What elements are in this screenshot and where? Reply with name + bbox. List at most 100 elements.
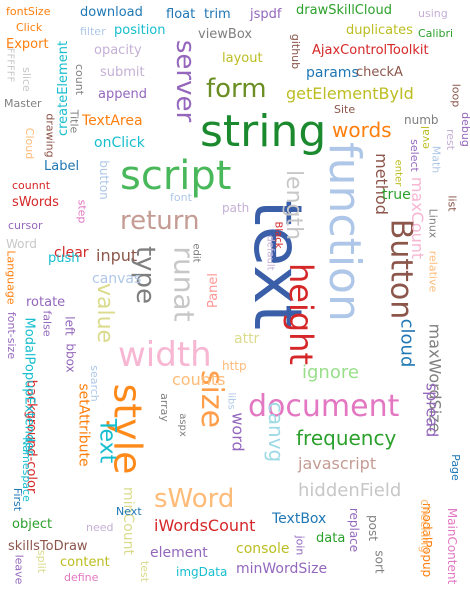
cloud-word: Master — [4, 97, 42, 110]
cloud-word: iWordsCount — [154, 516, 256, 535]
cloud-word: Panel — [206, 272, 222, 309]
cloud-word: Text — [94, 418, 120, 464]
cloud-word: Cloud — [23, 127, 37, 160]
cloud-word: document — [248, 389, 400, 424]
cloud-word: words — [332, 118, 392, 142]
cloud-word: TextArea — [82, 113, 143, 129]
cloud-word: left — [62, 316, 77, 336]
cloud-word: input — [96, 246, 138, 265]
cloud-word: Linux — [426, 208, 440, 239]
cloud-word: cursor — [8, 219, 43, 232]
cloud-word: onClick — [94, 135, 145, 151]
cloud-word: opacity — [94, 43, 142, 58]
cloud-word: width — [118, 335, 212, 375]
cloud-word: post — [365, 515, 380, 541]
cloud-word: select — [407, 139, 421, 172]
cloud-word: length — [281, 169, 307, 241]
cloud-word: jspdf — [250, 7, 282, 22]
cloud-word: replace — [347, 507, 362, 553]
cloud-word: font-size — [5, 311, 19, 360]
cloud-word: Label — [44, 159, 80, 174]
cloud-word: sWord — [154, 484, 235, 514]
cloud-word: Calibri — [418, 27, 454, 40]
cloud-word: MainContent — [445, 507, 460, 585]
cloud-word: append — [98, 87, 147, 102]
cloud-word: ignore — [302, 362, 359, 383]
cloud-word: download — [80, 5, 143, 20]
cloud-word: float — [166, 7, 196, 22]
cloud-word: Math — [429, 145, 443, 174]
cloud-word: method — [371, 153, 391, 215]
cloud-word: submit — [100, 65, 145, 80]
cloud-word: maxCount — [408, 176, 428, 260]
cloud-word: array — [157, 393, 171, 422]
cloud-word: return — [120, 206, 200, 236]
cloud-word: value — [92, 282, 118, 344]
cloud-word: step — [75, 199, 89, 224]
cloud-word: edit — [190, 243, 202, 263]
cloud-word: debug — [458, 112, 470, 147]
cloud-word: TextBox — [272, 511, 327, 527]
cloud-word: FFFFFF — [4, 47, 16, 83]
cloud-word: cloud — [396, 318, 418, 368]
cloud-word: numb — [404, 113, 439, 127]
cloud-word: canvg — [264, 401, 289, 463]
cloud-word: sWords — [12, 195, 59, 210]
cloud-word: minCount — [119, 487, 136, 555]
cloud-word: height — [282, 263, 320, 365]
cloud-word: string — [200, 106, 327, 157]
cloud-word: frequency — [296, 426, 397, 450]
cloud-word: Site — [334, 103, 356, 116]
cloud-word: AjaxControlToolkit — [312, 43, 429, 58]
cloud-word: sort — [372, 550, 387, 574]
cloud-word: position — [114, 23, 166, 38]
cloud-word: trim — [204, 7, 231, 22]
cloud-word: object — [12, 517, 53, 532]
cloud-word: ModalPopupExtender — [21, 317, 37, 456]
cloud-word: Click — [16, 21, 43, 34]
cloud-word: Page — [448, 454, 462, 481]
cloud-word: Next — [116, 505, 142, 518]
cloud-word: using — [418, 7, 448, 20]
cloud-word: default — [264, 235, 276, 271]
cloud-word: minWordSize — [236, 561, 328, 577]
cloud-word: list — [445, 195, 459, 212]
cloud-word: loop — [449, 83, 463, 108]
cloud-word: github — [289, 33, 303, 70]
cloud-word: path — [222, 201, 250, 215]
cloud-word: canvas — [92, 271, 142, 287]
cloud-word: libs — [225, 392, 237, 410]
cloud-word: slice — [19, 67, 33, 92]
cloud-word: push — [48, 251, 80, 266]
cloud-word: drawing — [43, 113, 57, 158]
cloud-word: leave — [12, 554, 26, 585]
cloud-word: clear — [54, 245, 89, 261]
cloud-word: Export — [6, 37, 49, 52]
cloud-word: getElementById — [286, 84, 414, 103]
cloud-word: Language — [4, 250, 18, 305]
cloud-word: script — [120, 153, 232, 199]
cloud-word: Word — [6, 237, 37, 251]
cloud-word: duplicates — [346, 23, 413, 38]
cloud-word: element — [150, 545, 208, 561]
cloud-word: checkA — [356, 65, 403, 80]
cloud-word: imgData — [176, 565, 228, 579]
cloud-word: params — [306, 65, 359, 81]
cloud-word: counnt — [12, 179, 51, 192]
cloud-word: viewBox — [198, 27, 253, 42]
cloud-word: hiddenField — [298, 480, 402, 501]
cloud-word: search — [87, 365, 101, 402]
cloud-word: skillsToDraw — [8, 539, 88, 554]
cloud-word: font — [170, 191, 192, 204]
cloud-word: bbox — [63, 343, 78, 373]
cloud-word: Title — [67, 109, 81, 134]
cloud-word: content — [60, 555, 110, 570]
cloud-word: define — [64, 571, 99, 584]
cloud-word: join — [293, 535, 307, 556]
cloud-word: counts — [172, 370, 226, 389]
cloud-word: word — [228, 412, 248, 452]
cloud-word: aspx — [176, 413, 188, 437]
cloud-word: server — [170, 39, 201, 123]
cloud-word: console — [236, 541, 290, 557]
